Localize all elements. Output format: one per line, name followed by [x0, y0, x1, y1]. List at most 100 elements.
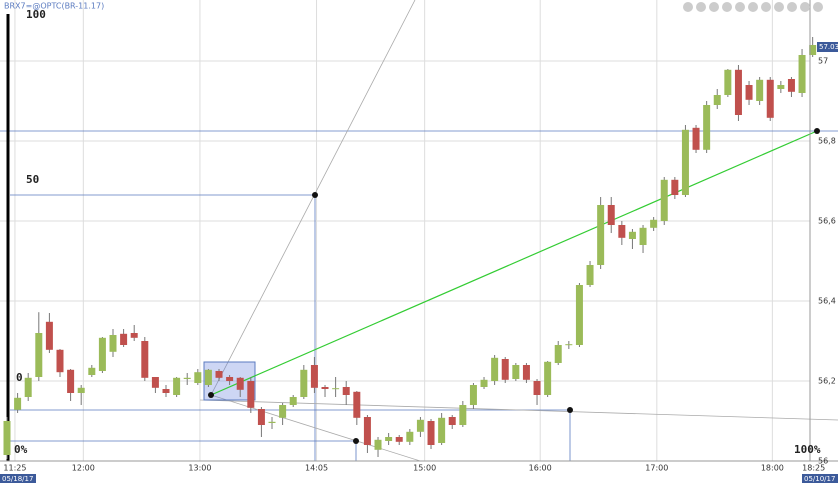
candle-body — [406, 431, 414, 442]
candle-body — [586, 265, 594, 285]
candle-body — [650, 219, 658, 228]
tool-button[interactable] — [748, 2, 758, 12]
x-tick-label: 12:00 — [72, 464, 95, 473]
candle-body — [183, 377, 191, 379]
candle-body — [77, 387, 85, 393]
trend-line — [199, 399, 838, 421]
candle-body — [342, 387, 350, 395]
tool-button[interactable] — [787, 2, 797, 12]
candle-body — [247, 381, 255, 408]
x-tick-label: 16:00 — [529, 464, 552, 473]
candle-body — [363, 417, 371, 445]
candle-body — [3, 421, 11, 455]
candle-body — [353, 391, 361, 418]
trend-line — [210, 130, 818, 396]
candle-body — [533, 381, 541, 395]
tool-button[interactable] — [774, 2, 784, 12]
candle-body — [798, 55, 806, 93]
candle-body — [766, 79, 774, 118]
candle-body — [756, 79, 764, 101]
date-tag — [802, 474, 838, 483]
y-tick-label: 56,2 — [818, 377, 836, 386]
candle-body — [289, 397, 297, 405]
candle-body — [300, 369, 308, 397]
chart-title: BRX7=@OPTC(BR-11.17) — [4, 2, 104, 11]
candle-body — [173, 377, 181, 395]
overlay-label: 0 — [16, 371, 23, 384]
candle-body — [56, 349, 64, 373]
candles — [3, 37, 817, 459]
candle-body — [257, 409, 265, 425]
candle-body — [194, 372, 202, 383]
candle-body — [639, 227, 647, 245]
candle-body — [724, 69, 732, 95]
x-tick-label: 18:00 — [761, 464, 784, 473]
overlay-label: 100 — [26, 8, 46, 21]
candle-body — [14, 397, 22, 410]
candle-body — [713, 95, 721, 105]
candle-body — [374, 439, 382, 450]
candle-body — [692, 127, 700, 150]
tool-button[interactable] — [722, 2, 732, 12]
candle-body — [459, 405, 467, 425]
candle-body — [130, 333, 138, 338]
candle-body — [681, 129, 689, 195]
y-tick-label: 57 — [818, 57, 828, 66]
tool-button[interactable] — [696, 2, 706, 12]
candle-body — [438, 417, 446, 443]
tool-button[interactable] — [735, 2, 745, 12]
last-price: 57.03 — [819, 43, 838, 51]
tool-button[interactable] — [813, 2, 823, 12]
candle-body — [162, 389, 170, 393]
candle-body — [109, 335, 117, 352]
candle-body — [734, 69, 742, 115]
candle-body — [88, 367, 96, 375]
tool-button[interactable] — [761, 2, 771, 12]
candle-body — [416, 419, 424, 432]
candle-body — [226, 377, 234, 381]
candle-body — [480, 379, 488, 387]
candle-body — [491, 357, 499, 381]
candle-body — [98, 337, 106, 371]
x-tick-label: 13:00 — [188, 464, 211, 473]
candle-body — [279, 405, 287, 418]
date-label: 05/10/17 — [804, 475, 835, 483]
candle-body — [45, 321, 53, 350]
candle-body — [565, 344, 573, 346]
y-tick-label: 56,4 — [818, 297, 836, 306]
candle-body — [607, 205, 615, 225]
overlay-label: 50 — [26, 173, 39, 186]
price-tag — [817, 42, 838, 52]
candle-body — [628, 231, 636, 239]
candle-body — [809, 45, 817, 55]
y-tick-label: 56 — [818, 457, 828, 466]
candle-body — [385, 437, 393, 441]
candle-body — [777, 85, 785, 89]
candle-body — [67, 369, 75, 393]
x-tick-label: 14:05 — [305, 464, 328, 473]
candle-body — [469, 385, 477, 405]
tool-button[interactable] — [683, 2, 693, 12]
candle-body — [35, 333, 43, 377]
anchor — [814, 128, 820, 134]
candle-body — [395, 437, 403, 442]
anchor — [208, 392, 214, 398]
time-axis-bg — [0, 461, 838, 483]
candle-body — [660, 179, 668, 221]
candle-body — [321, 387, 329, 389]
anchor — [567, 407, 573, 413]
candle-body — [141, 341, 149, 378]
candle-body — [427, 421, 435, 445]
candle-body — [522, 365, 530, 380]
candle-body — [618, 225, 626, 238]
candle-body — [575, 285, 583, 345]
candle-body — [310, 365, 318, 388]
candle-body — [554, 345, 562, 363]
tool-button[interactable] — [800, 2, 810, 12]
candle-body — [215, 371, 223, 378]
tool-button[interactable] — [709, 2, 719, 12]
